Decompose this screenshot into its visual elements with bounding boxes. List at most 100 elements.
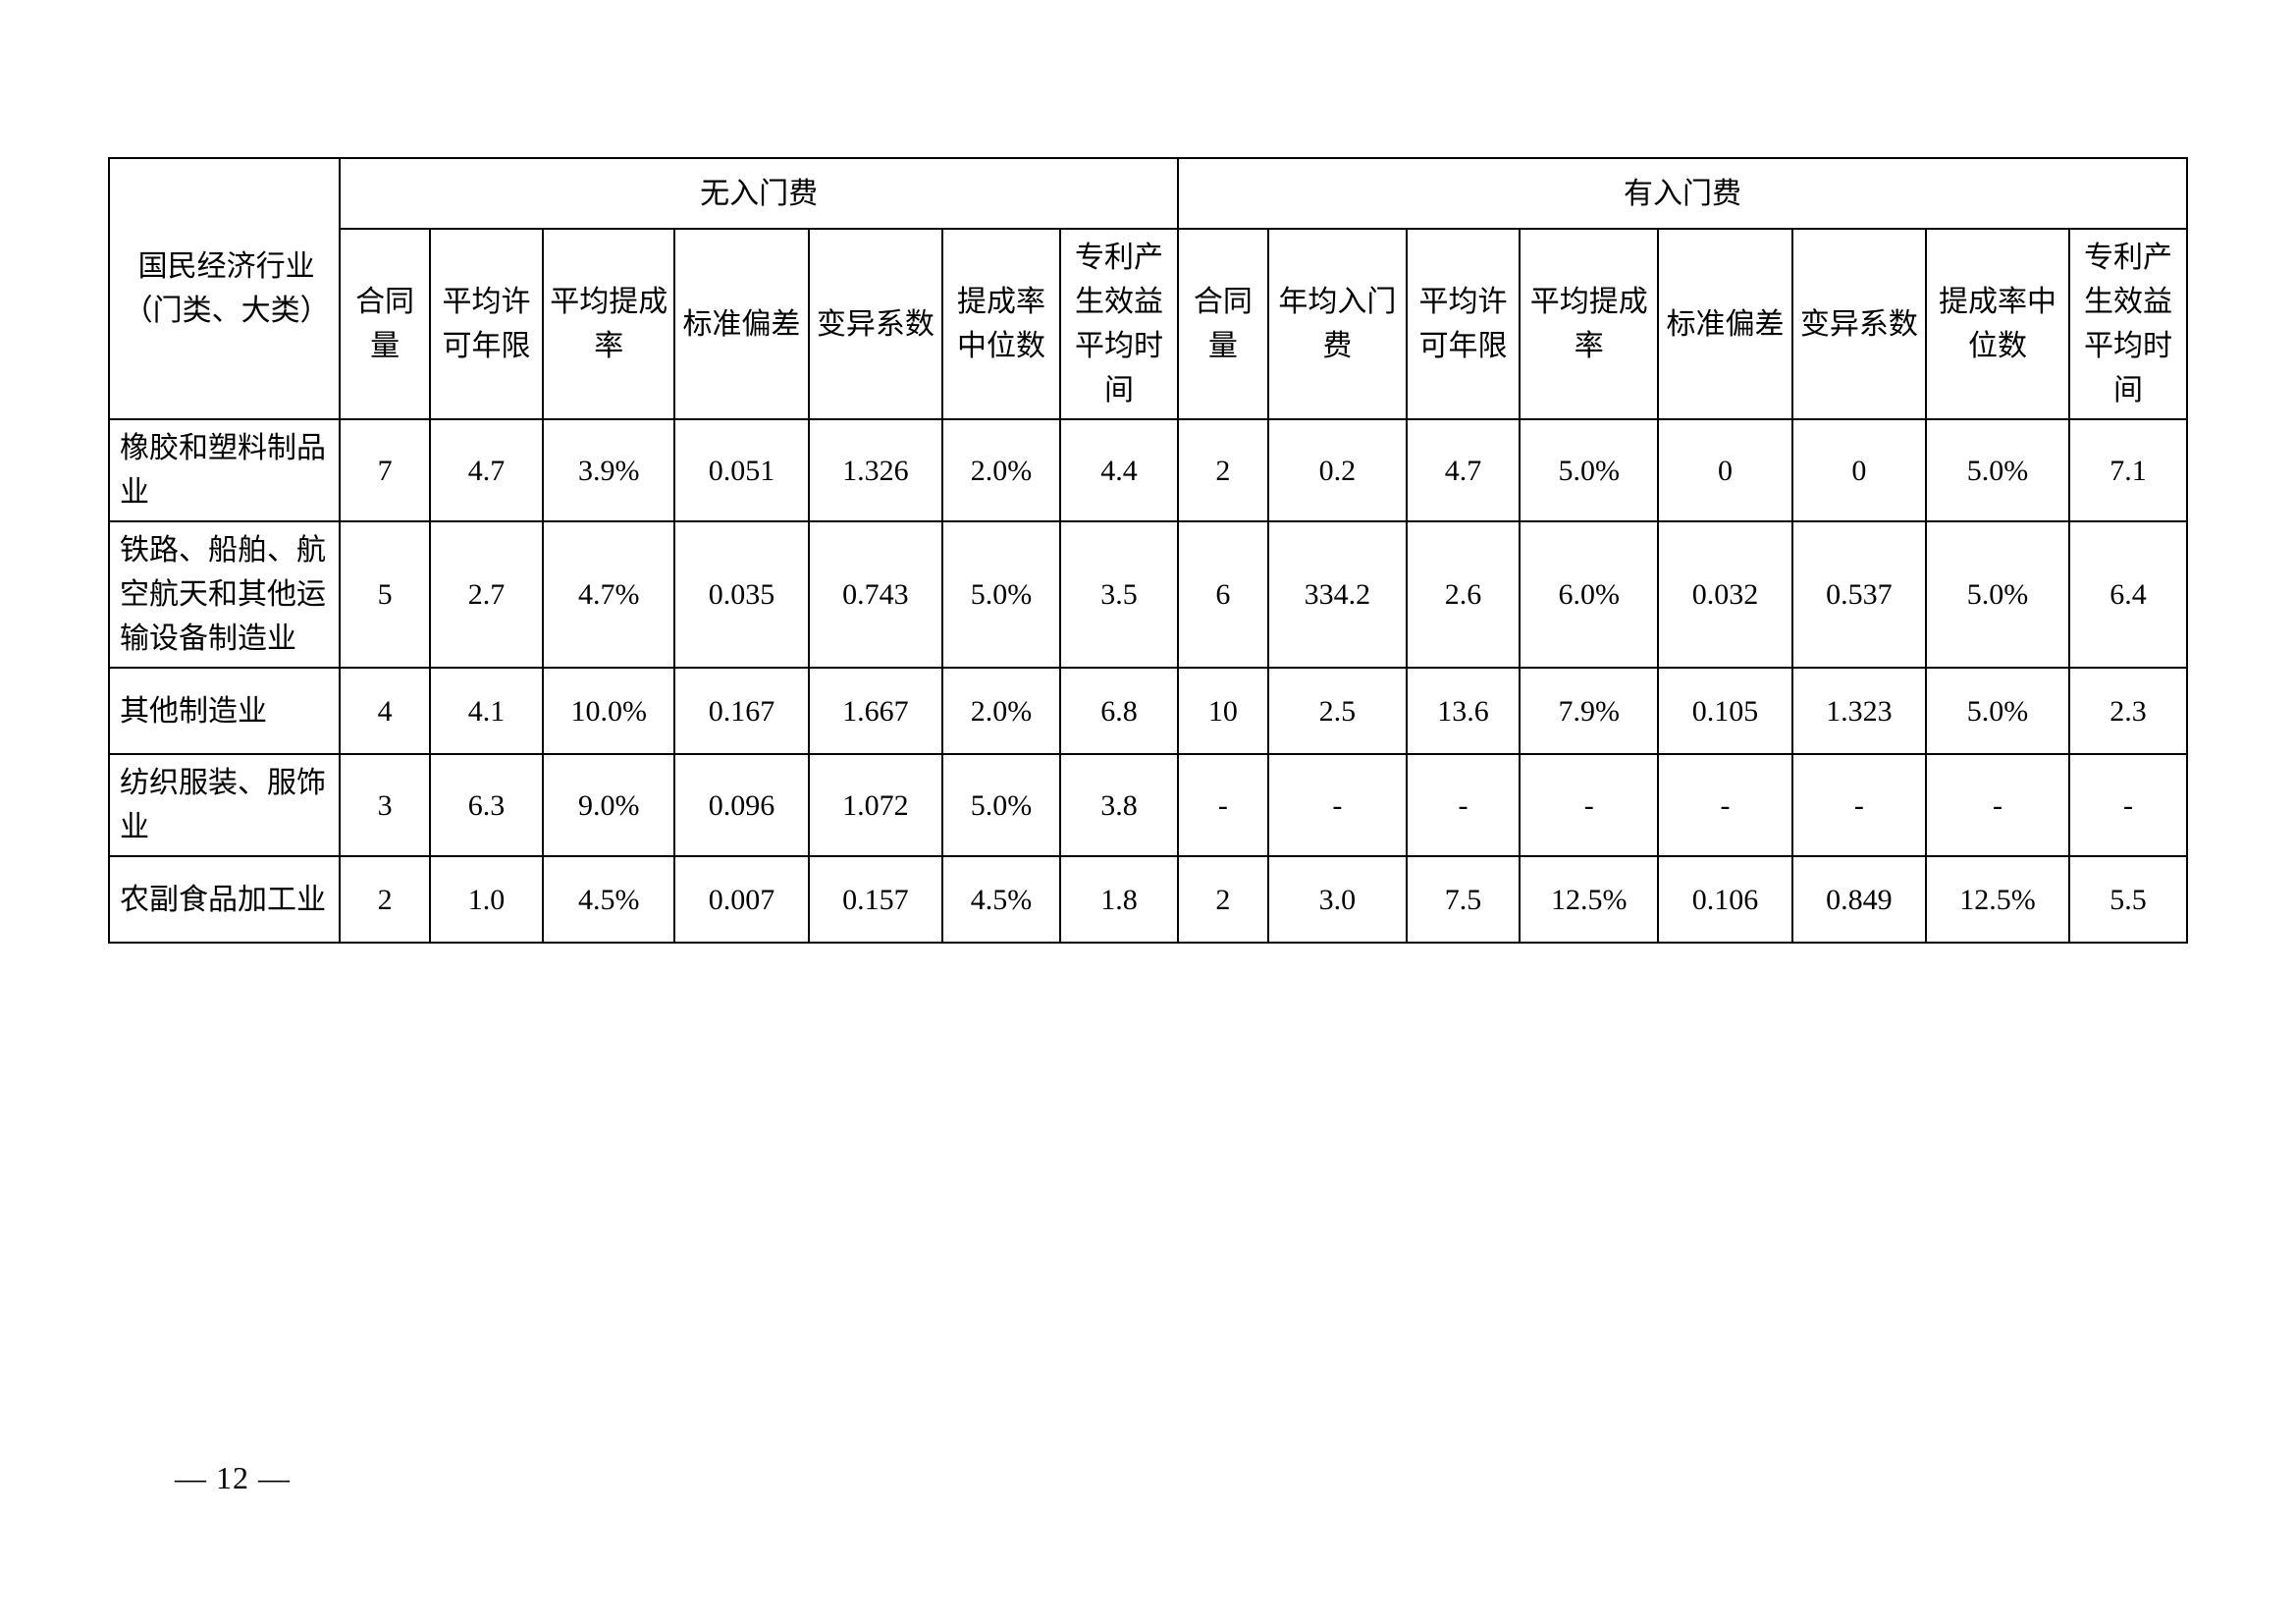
page: 国民经济行业（门类、大类） 无入门费 有入门费 合同量 平均许可年限 平均提成率… bbox=[0, 0, 2296, 1624]
cell-no-fee: 3.8 bbox=[1060, 754, 1178, 856]
cell-with-fee: - bbox=[1268, 754, 1407, 856]
cell-with-fee: 2 bbox=[1178, 419, 1268, 521]
header-with-fee-col-3: 平均提成率 bbox=[1520, 229, 1658, 419]
cell-with-fee: 12.5% bbox=[1520, 856, 1658, 943]
cell-no-fee: 5.0% bbox=[942, 521, 1060, 668]
cell-with-fee: 0.032 bbox=[1658, 521, 1791, 668]
cell-with-fee: 0.106 bbox=[1658, 856, 1791, 943]
table-body: 橡胶和塑料制品业74.73.9%0.0511.3262.0%4.420.24.7… bbox=[109, 419, 2187, 943]
row-label: 橡胶和塑料制品业 bbox=[109, 419, 340, 521]
cell-no-fee: 0.051 bbox=[674, 419, 808, 521]
cell-no-fee: 4 bbox=[340, 668, 430, 754]
cell-with-fee: - bbox=[1178, 754, 1268, 856]
cell-with-fee: 3.0 bbox=[1268, 856, 1407, 943]
cell-with-fee: 0.2 bbox=[1268, 419, 1407, 521]
table-row: 铁路、船舶、航空航天和其他运输设备制造业52.74.7%0.0350.7435.… bbox=[109, 521, 2187, 668]
cell-with-fee: 2.5 bbox=[1268, 668, 1407, 754]
cell-with-fee: 2.6 bbox=[1407, 521, 1520, 668]
cell-no-fee: 4.1 bbox=[430, 668, 543, 754]
cell-no-fee: 2.7 bbox=[430, 521, 543, 668]
cell-with-fee: 13.6 bbox=[1407, 668, 1520, 754]
cell-with-fee: - bbox=[1926, 754, 2069, 856]
cell-with-fee: 5.5 bbox=[2069, 856, 2187, 943]
cell-with-fee: 5.0% bbox=[1926, 521, 2069, 668]
cell-with-fee: - bbox=[1520, 754, 1658, 856]
cell-no-fee: 6.3 bbox=[430, 754, 543, 856]
cell-with-fee: 7.5 bbox=[1407, 856, 1520, 943]
cell-with-fee: 7.9% bbox=[1520, 668, 1658, 754]
cell-with-fee: 0 bbox=[1658, 419, 1791, 521]
cell-with-fee: 5.0% bbox=[1926, 668, 2069, 754]
table-row: 纺织服装、服饰业36.39.0%0.0961.0725.0%3.8-------… bbox=[109, 754, 2187, 856]
cell-no-fee: 5 bbox=[340, 521, 430, 668]
cell-with-fee: 10 bbox=[1178, 668, 1268, 754]
cell-no-fee: 3.9% bbox=[543, 419, 674, 521]
table-header-group-row: 国民经济行业（门类、大类） 无入门费 有入门费 bbox=[109, 158, 2187, 229]
header-with-fee-col-6: 提成率中位数 bbox=[1926, 229, 2069, 419]
cell-with-fee: 2.3 bbox=[2069, 668, 2187, 754]
page-number: — 12 — bbox=[175, 1460, 291, 1496]
header-no-fee-col-6: 专利产生效益平均时间 bbox=[1060, 229, 1178, 419]
cell-with-fee: 7.1 bbox=[2069, 419, 2187, 521]
header-no-fee-col-4: 变异系数 bbox=[809, 229, 942, 419]
table-header-sub-row: 合同量 平均许可年限 平均提成率 标准偏差 变异系数 提成率中位数 专利产生效益… bbox=[109, 229, 2187, 419]
cell-no-fee: 2 bbox=[340, 856, 430, 943]
cell-with-fee: - bbox=[1407, 754, 1520, 856]
cell-no-fee: 4.4 bbox=[1060, 419, 1178, 521]
cell-with-fee: 0 bbox=[1792, 419, 1926, 521]
header-no-fee-col-5: 提成率中位数 bbox=[942, 229, 1060, 419]
table-row: 橡胶和塑料制品业74.73.9%0.0511.3262.0%4.420.24.7… bbox=[109, 419, 2187, 521]
cell-no-fee: 0.167 bbox=[674, 668, 808, 754]
table-row: 农副食品加工业21.04.5%0.0070.1574.5%1.823.07.51… bbox=[109, 856, 2187, 943]
cell-no-fee: 0.007 bbox=[674, 856, 808, 943]
cell-no-fee: 0.035 bbox=[674, 521, 808, 668]
cell-no-fee: 1.8 bbox=[1060, 856, 1178, 943]
header-with-fee-col-1: 年均入门费 bbox=[1268, 229, 1407, 419]
header-with-fee-col-4: 标准偏差 bbox=[1658, 229, 1791, 419]
header-no-fee-col-0: 合同量 bbox=[340, 229, 430, 419]
cell-no-fee: 5.0% bbox=[942, 754, 1060, 856]
cell-no-fee: 9.0% bbox=[543, 754, 674, 856]
cell-no-fee: 0.157 bbox=[809, 856, 942, 943]
cell-with-fee: 334.2 bbox=[1268, 521, 1407, 668]
row-label: 铁路、船舶、航空航天和其他运输设备制造业 bbox=[109, 521, 340, 668]
header-with-fee-col-2: 平均许可年限 bbox=[1407, 229, 1520, 419]
industry-statistics-table: 国民经济行业（门类、大类） 无入门费 有入门费 合同量 平均许可年限 平均提成率… bbox=[108, 157, 2188, 944]
cell-with-fee: 0.105 bbox=[1658, 668, 1791, 754]
row-label: 农副食品加工业 bbox=[109, 856, 340, 943]
header-industry: 国民经济行业（门类、大类） bbox=[109, 158, 340, 419]
cell-with-fee: 1.323 bbox=[1792, 668, 1926, 754]
header-with-fee-col-5: 变异系数 bbox=[1792, 229, 1926, 419]
cell-with-fee: - bbox=[2069, 754, 2187, 856]
cell-with-fee: 6.0% bbox=[1520, 521, 1658, 668]
cell-with-fee: 0.537 bbox=[1792, 521, 1926, 668]
header-with-fee-col-0: 合同量 bbox=[1178, 229, 1268, 419]
table-row: 其他制造业44.110.0%0.1671.6672.0%6.8102.513.6… bbox=[109, 668, 2187, 754]
cell-no-fee: 10.0% bbox=[543, 668, 674, 754]
cell-no-fee: 3 bbox=[340, 754, 430, 856]
cell-with-fee: 6.4 bbox=[2069, 521, 2187, 668]
cell-no-fee: 2.0% bbox=[942, 419, 1060, 521]
cell-no-fee: 1.667 bbox=[809, 668, 942, 754]
row-label: 纺织服装、服饰业 bbox=[109, 754, 340, 856]
header-group-with-fee: 有入门费 bbox=[1178, 158, 2187, 229]
cell-no-fee: 7 bbox=[340, 419, 430, 521]
cell-no-fee: 4.7 bbox=[430, 419, 543, 521]
cell-with-fee: 5.0% bbox=[1926, 419, 2069, 521]
cell-no-fee: 3.5 bbox=[1060, 521, 1178, 668]
header-no-fee-col-1: 平均许可年限 bbox=[430, 229, 543, 419]
cell-with-fee: 5.0% bbox=[1520, 419, 1658, 521]
row-label: 其他制造业 bbox=[109, 668, 340, 754]
cell-no-fee: 4.7% bbox=[543, 521, 674, 668]
cell-no-fee: 6.8 bbox=[1060, 668, 1178, 754]
header-no-fee-col-3: 标准偏差 bbox=[674, 229, 808, 419]
cell-no-fee: 2.0% bbox=[942, 668, 1060, 754]
header-no-fee-col-2: 平均提成率 bbox=[543, 229, 674, 419]
cell-with-fee: 2 bbox=[1178, 856, 1268, 943]
cell-with-fee: 12.5% bbox=[1926, 856, 2069, 943]
cell-with-fee: - bbox=[1658, 754, 1791, 856]
cell-no-fee: 4.5% bbox=[543, 856, 674, 943]
cell-no-fee: 1.326 bbox=[809, 419, 942, 521]
cell-with-fee: 0.849 bbox=[1792, 856, 1926, 943]
cell-no-fee: 4.5% bbox=[942, 856, 1060, 943]
